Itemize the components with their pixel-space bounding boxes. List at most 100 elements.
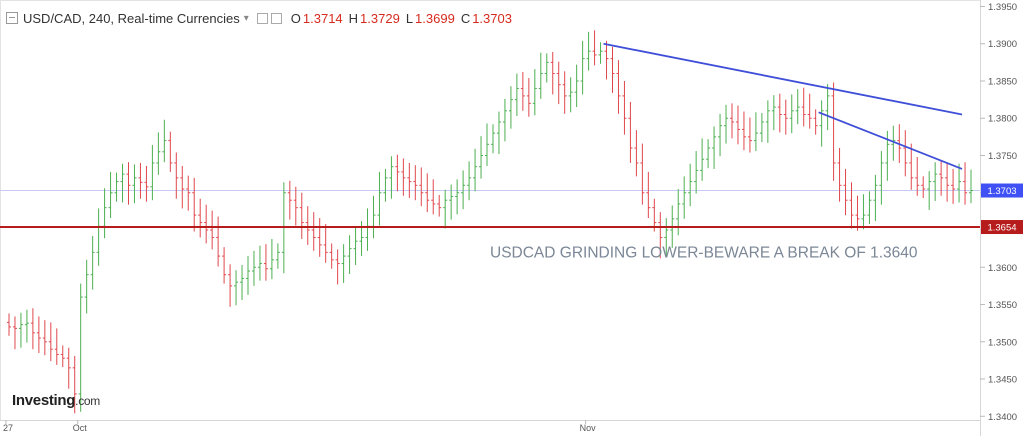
ohlc-bar	[18, 312, 23, 348]
open-label: O	[290, 10, 301, 26]
y-tick-label: 1.3500	[988, 337, 1017, 348]
y-tick-label: 1.3400	[988, 412, 1017, 423]
ohlc-bar	[502, 98, 507, 142]
ohlc-bar	[765, 100, 770, 143]
ohlc-bar	[114, 172, 119, 202]
ohlc-bar	[562, 71, 567, 114]
ohlc-bar	[879, 151, 884, 205]
ohlc-bar	[78, 283, 83, 412]
ohlc-bar	[646, 171, 651, 219]
ohlc-bar	[42, 320, 47, 356]
ohlc-bar	[634, 130, 639, 177]
annotation-text: USDCAD GRINDING LOWER-BEWARE A BREAK OF …	[490, 245, 918, 262]
ohlc-bar	[586, 31, 591, 71]
ohlc-bar	[305, 206, 310, 245]
ohlc-bar	[849, 182, 854, 229]
settings-icon[interactable]	[256, 12, 268, 24]
ohlc-bar	[915, 156, 920, 196]
ohlc-bar	[724, 104, 729, 144]
y-tick-label: 1.3900	[988, 39, 1017, 50]
ohlc-bar	[688, 163, 693, 207]
y-tick-label: 1.3750	[988, 151, 1017, 162]
ohlc-bar	[479, 136, 484, 179]
ohlc-bar	[234, 270, 239, 306]
ohlc-bar	[544, 53, 549, 83]
ohlc-bar	[204, 204, 209, 244]
ohlc-bar	[753, 112, 758, 152]
ohlc-bar	[377, 171, 382, 226]
ohlc-bar	[96, 208, 101, 266]
ohlc-bar	[957, 163, 962, 203]
ohlc-bar	[431, 179, 436, 215]
high-value: 1.3729	[360, 10, 400, 26]
y-tick-label: 1.3550	[988, 300, 1017, 311]
ohlc-bar	[269, 238, 274, 280]
ohlc-bar	[60, 345, 65, 368]
low-value: 1.3699	[415, 10, 455, 26]
y-tick-label: 1.3850	[988, 76, 1017, 87]
ohlc-bar	[640, 143, 645, 205]
ohlc-bar	[550, 51, 555, 95]
ohlc-bar	[741, 111, 746, 151]
ohlc-bar	[323, 224, 328, 263]
ohlc-bar	[969, 169, 974, 204]
ohlc-bar	[682, 176, 687, 219]
ohlc-bar	[401, 158, 406, 196]
trendline	[603, 42, 963, 116]
ohlc-bar	[843, 168, 848, 216]
ohlc-bar	[831, 82, 836, 181]
open-value: 1.3714	[302, 10, 343, 26]
ohlc-bar	[192, 177, 197, 232]
ohlc-bar	[311, 212, 316, 251]
ohlc-bar	[873, 174, 878, 222]
ohlc-bar	[216, 216, 221, 267]
ohlc-bar	[747, 117, 752, 153]
ohlc-bar	[347, 235, 352, 274]
ohlc-bar	[807, 93, 812, 129]
ohlc-bar	[425, 173, 430, 213]
ohlc-bars	[6, 30, 974, 414]
ohlc-bar	[395, 154, 400, 192]
ohlc-bar	[473, 148, 478, 192]
chart-header: USD/CAD, 240, Real-time Currencies ▾ O 1.…	[6, 8, 512, 28]
ohlc-bar	[945, 162, 950, 202]
ohlc-bar	[198, 198, 203, 238]
y-tick-label: 1.3950	[988, 2, 1017, 13]
collapse-icon[interactable]	[6, 12, 18, 24]
ohlc-bar	[903, 130, 908, 177]
ohlc-bar	[240, 265, 245, 301]
ohlc-bar	[819, 100, 824, 147]
ohlc-bar	[855, 195, 860, 231]
ohlc-bar	[186, 175, 191, 211]
ohlc-bar	[813, 109, 818, 135]
ohlc-bar	[580, 40, 585, 95]
ohlc-bar	[676, 189, 681, 236]
ohlc-bar	[927, 171, 932, 210]
ohlc-bar	[168, 131, 173, 172]
ohlc-bar	[156, 132, 161, 175]
chevron-down-icon[interactable]: ▾	[243, 12, 249, 24]
ohlc-bar	[628, 101, 633, 163]
ohlc-bar	[210, 210, 215, 250]
ohlc-bar	[694, 151, 699, 194]
ohlc-bar	[341, 244, 346, 283]
close-icon[interactable]	[270, 12, 282, 24]
low-label: L	[405, 10, 414, 26]
ohlc-bar	[598, 42, 603, 64]
ohlc-bar	[317, 218, 322, 257]
ohlc-bar	[30, 308, 35, 350]
ohlc-bar	[837, 148, 842, 202]
support-price-label: 1.3654	[987, 223, 1016, 234]
ohlc-bar	[622, 80, 627, 135]
ohlc-bar	[443, 189, 448, 229]
ohlc-bar	[700, 138, 705, 181]
ohlc-bar	[520, 72, 525, 111]
ohlc-bar	[939, 160, 944, 196]
ohlc-bar	[66, 347, 71, 389]
ohlc-bar	[730, 103, 734, 139]
ohlc-bar	[365, 208, 370, 251]
x-tick-label: 27	[3, 423, 13, 433]
ohlc-bar	[257, 245, 262, 281]
